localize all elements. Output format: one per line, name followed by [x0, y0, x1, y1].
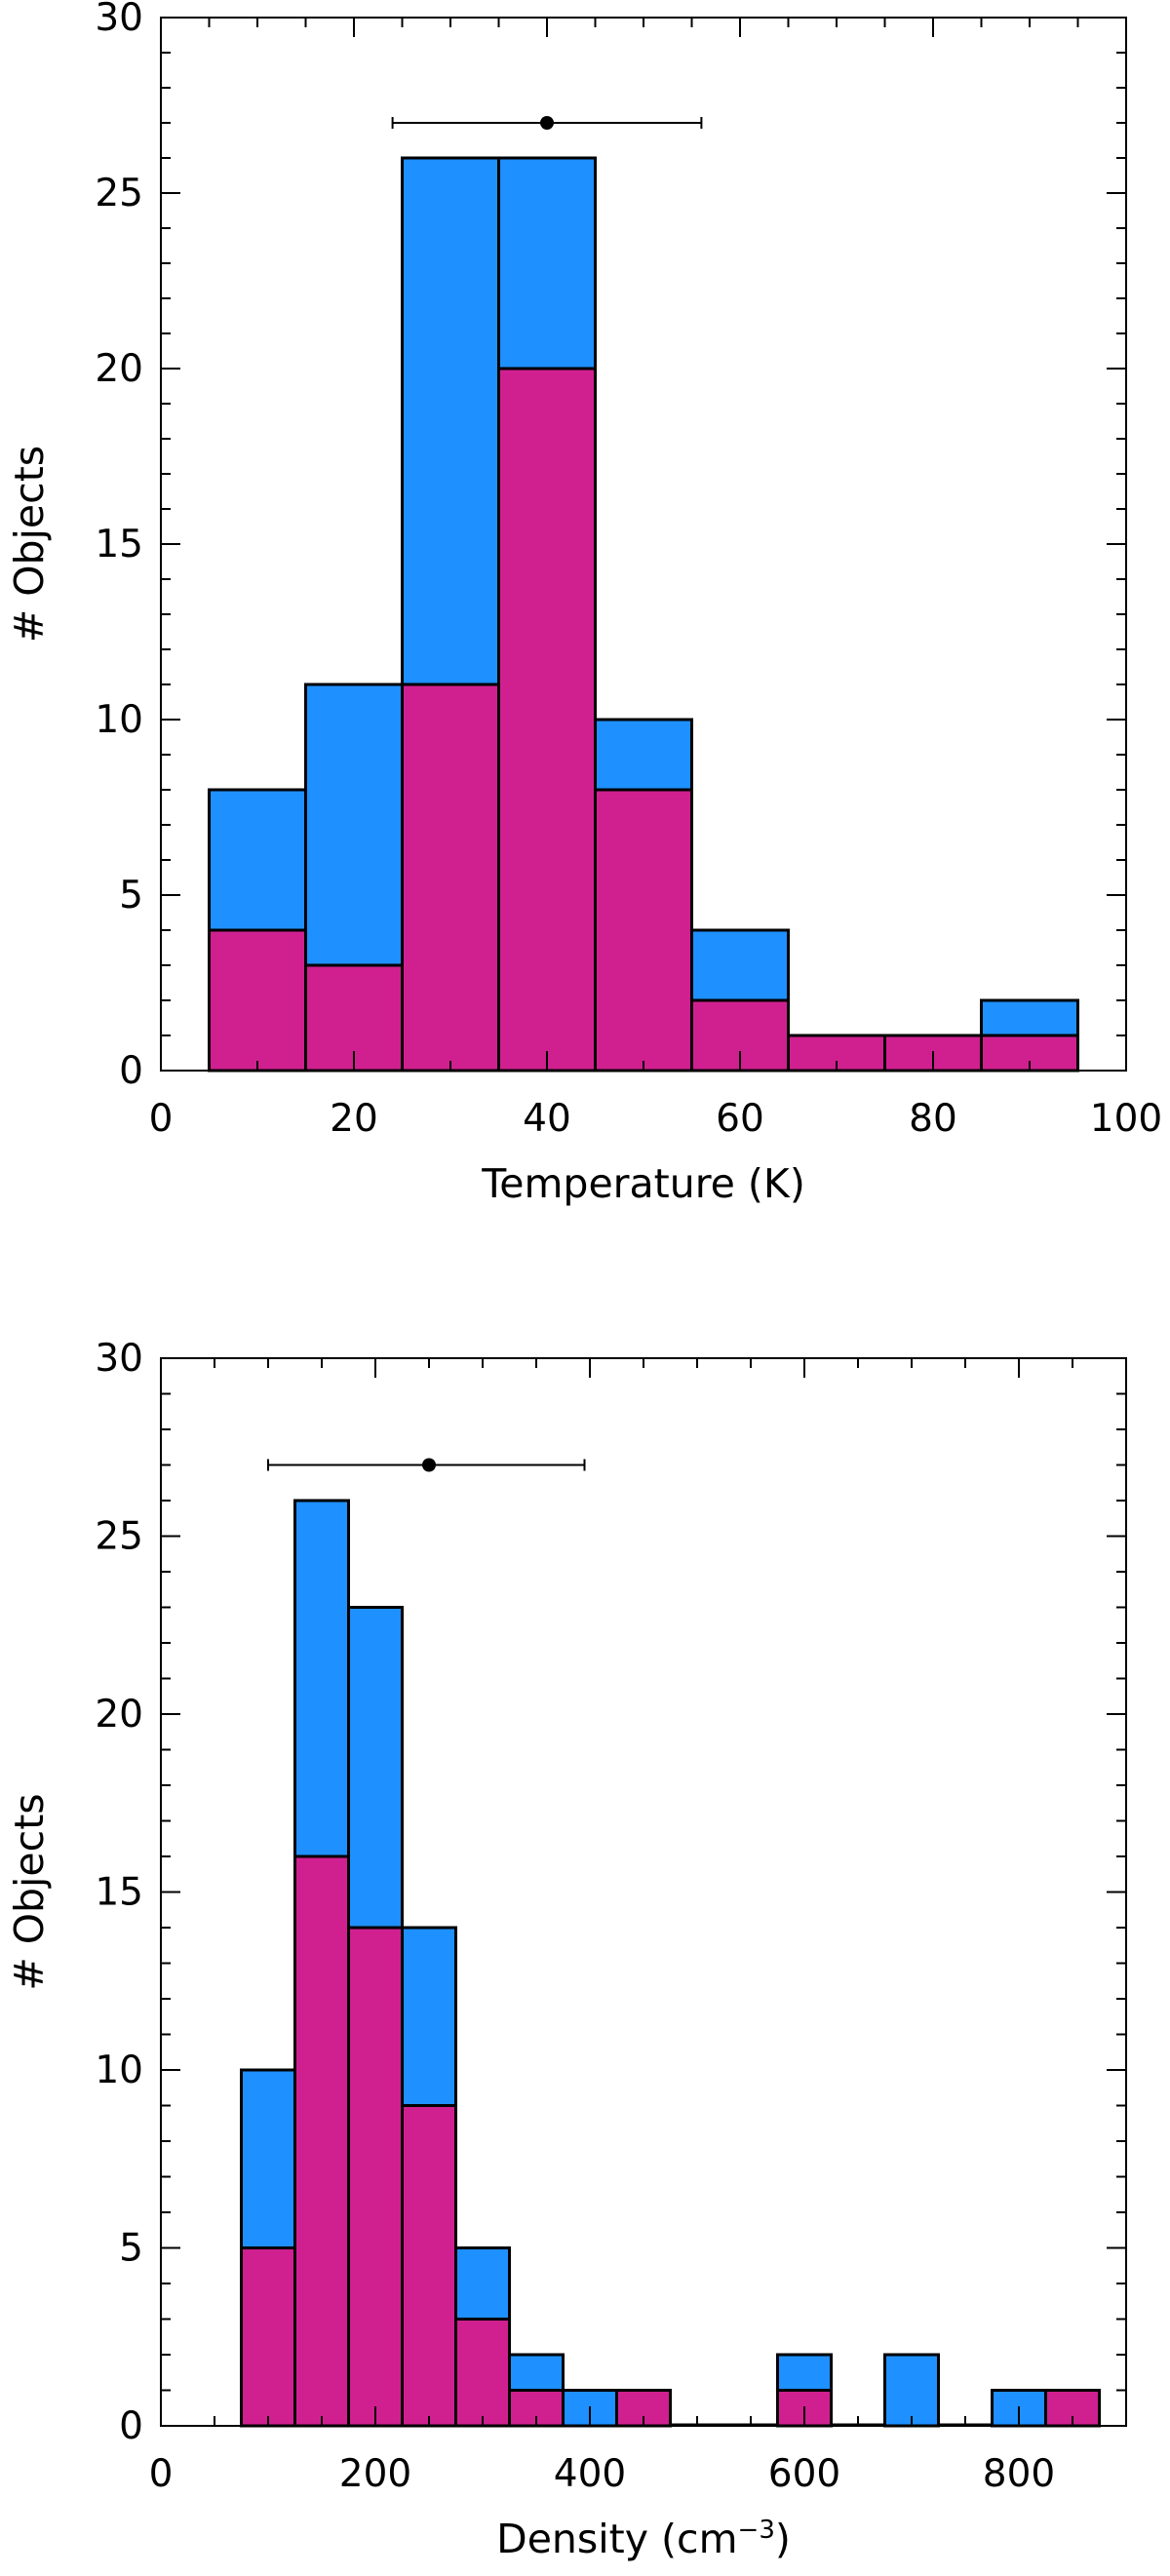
y-tick-label: 15 [95, 523, 143, 566]
x-tick-label: 40 [523, 1097, 571, 1141]
y-axis-label: # Objects [6, 1793, 53, 1990]
y-tick-label: 0 [119, 2404, 143, 2448]
y-tick-label: 0 [119, 1049, 143, 1093]
density-histogram-panel: 0 5 10 15 20 25 30 0 200 400 600 800 Density (cm−3) #… [6, 1337, 1127, 2562]
x-tick-label: 0 [149, 1097, 174, 1141]
subset-bar [454, 2318, 511, 2428]
x-tick-label: 60 [716, 1097, 764, 1141]
subset-bar [240, 2246, 296, 2428]
mean-point [422, 1458, 436, 1472]
x-tick-label: 800 [983, 2452, 1055, 2496]
subset-bar [594, 788, 693, 1073]
y-tick-label: 10 [95, 698, 143, 742]
y-tick-label: 5 [119, 2227, 143, 2271]
x-tick-label: 80 [909, 1097, 957, 1141]
y-tick-label: 20 [95, 347, 143, 391]
x-tick-label: 200 [339, 2452, 411, 2496]
temperature-histogram-panel: 0 5 10 15 20 25 30 0 20 40 60 80 100 Temperature (K) #… [6, 0, 1162, 1207]
y-tick-label: 25 [95, 172, 143, 215]
x-tick-label: 0 [149, 2452, 174, 2496]
y-tick-label: 15 [95, 1871, 143, 1915]
subset-bar [497, 367, 597, 1073]
y-tick-label: 30 [95, 1337, 143, 1381]
subset-bar [615, 2389, 672, 2428]
mean-point [540, 116, 554, 130]
subset-bar [347, 1926, 404, 2428]
total-bar [883, 2353, 940, 2428]
x-axis-label: Temperature (K) [481, 1160, 805, 1207]
subset-bar [401, 2104, 457, 2428]
y-tick-label: 10 [95, 2049, 143, 2092]
y-tick-label: 30 [95, 0, 143, 40]
y-tick-label: 25 [95, 1515, 143, 1559]
y-tick-label: 20 [95, 1693, 143, 1737]
x-tick-label: 100 [1090, 1097, 1162, 1141]
subset-bar [293, 1854, 350, 2428]
y-tick-label: 5 [119, 874, 143, 917]
y-axis-label: # Objects [6, 446, 53, 643]
subset-bar [401, 683, 500, 1073]
x-tick-label: 600 [768, 2452, 840, 2496]
x-axis-label: Density (cm−3) [496, 2516, 791, 2562]
x-tick-label: 20 [330, 1097, 378, 1141]
subset-bar [208, 928, 307, 1073]
x-tick-label: 400 [554, 2452, 626, 2496]
